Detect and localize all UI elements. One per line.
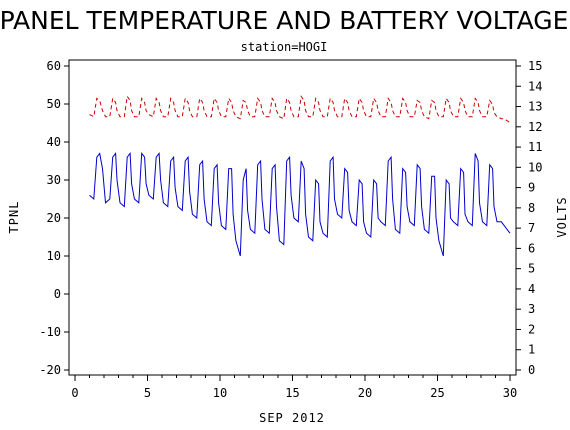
- chart-subtitle: station=HOGI: [241, 40, 328, 54]
- bottom-axis: 0 5 10 15 20 25 30: [71, 375, 517, 400]
- chart-title: PANEL TEMPERATURE AND BATTERY VOLTAGE: [0, 6, 568, 35]
- y2-tick-label: 5: [528, 262, 535, 276]
- y-tick-label: 50: [47, 97, 61, 111]
- x-axis-label: SEP 2012: [259, 411, 325, 425]
- voltage-series-line: [89, 95, 511, 124]
- y2-tick-label: 14: [528, 79, 542, 93]
- x-tick-label: 5: [144, 386, 151, 400]
- y-tick-label: -10: [39, 325, 61, 339]
- series-layer: [89, 95, 511, 257]
- y2-tick-label: 0: [528, 363, 535, 377]
- y2-tick-label: 4: [528, 282, 535, 296]
- y-tick-label: 60: [47, 59, 61, 73]
- left-axis: -20 -10 0 10 20 30 40 50 60: [39, 59, 69, 377]
- y-tick-label: 10: [47, 249, 61, 263]
- x-tick-label: 20: [358, 386, 372, 400]
- y2-tick-label: 11: [528, 140, 542, 154]
- y2-tick-label: 15: [528, 59, 542, 73]
- plot-frame: [68, 59, 517, 376]
- y2-tick-label: 8: [528, 201, 535, 215]
- y2-tick-label: 2: [528, 322, 535, 336]
- x-tick-label: 0: [71, 386, 78, 400]
- y2-tick-label: 6: [528, 241, 535, 255]
- y2-tick-label: 12: [528, 120, 542, 134]
- y-tick-label: 20: [47, 211, 61, 225]
- y-tick-label: 30: [47, 173, 61, 187]
- y2-tick-label: 7: [528, 221, 535, 235]
- y2-tick-label: 1: [528, 343, 535, 357]
- y2-tick-label: 9: [528, 181, 535, 195]
- x-tick-label: 10: [213, 386, 227, 400]
- temperature-series-line: [89, 152, 511, 257]
- x-tick-label: 30: [503, 386, 517, 400]
- y2-tick-label: 3: [528, 302, 535, 316]
- y2-tick-label: 10: [528, 160, 542, 174]
- y-axis-label: TPNL: [7, 201, 21, 234]
- y-tick-label: -20: [39, 363, 61, 377]
- y-tick-label: 0: [54, 287, 61, 301]
- y2-tick-label: 13: [528, 100, 542, 114]
- y-tick-label: 40: [47, 135, 61, 149]
- y2-axis-label: VOLTS: [555, 196, 569, 237]
- x-tick-label: 15: [285, 386, 299, 400]
- x-tick-label: 25: [430, 386, 444, 400]
